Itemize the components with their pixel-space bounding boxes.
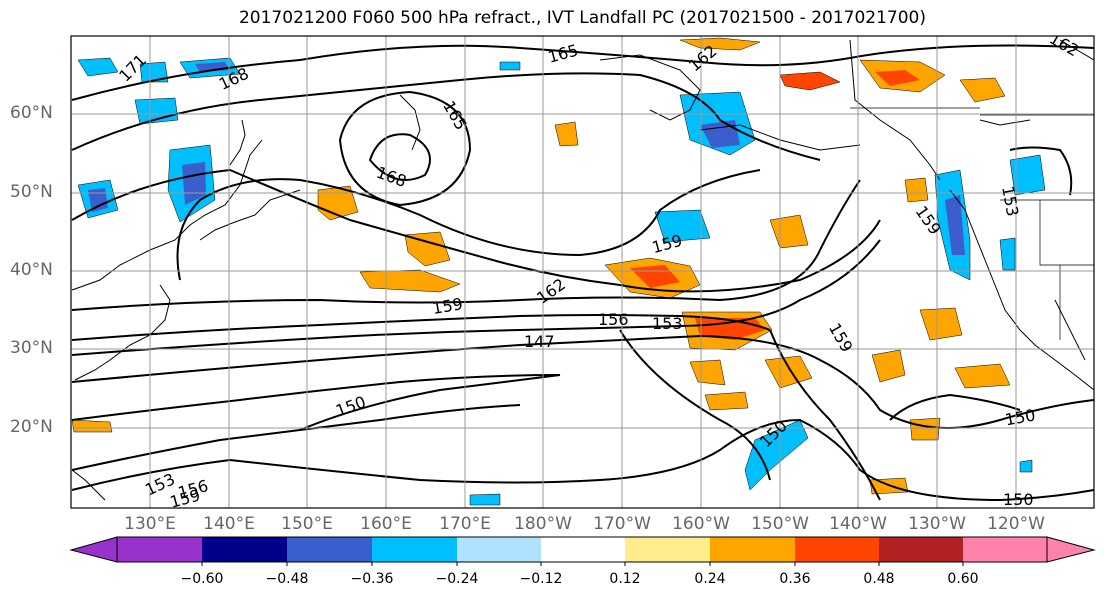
contour-label: 162 bbox=[1046, 29, 1082, 61]
colorbar-segment bbox=[117, 537, 202, 562]
lon-label: 120°W bbox=[987, 514, 1045, 534]
lon-label: 150°E bbox=[281, 514, 333, 534]
colorbar-segment bbox=[372, 537, 457, 562]
lon-label: 160°E bbox=[360, 514, 412, 534]
lat-label: 60°N bbox=[10, 103, 53, 123]
figure-title: 2017021200 F060 500 hPa refract., IVT La… bbox=[238, 8, 926, 28]
colorbar-segment bbox=[202, 537, 287, 562]
colorbar-segment bbox=[287, 537, 372, 562]
contour-label: 147 bbox=[524, 332, 555, 351]
contour-label: 159 bbox=[431, 294, 464, 318]
lat-label: 40°N bbox=[10, 260, 53, 280]
contour-label: 150 bbox=[333, 392, 368, 420]
contour-label: 165 bbox=[546, 41, 580, 67]
colorbar-tick-label: −0.48 bbox=[265, 571, 309, 587]
colorbar-segment bbox=[963, 537, 1047, 562]
lon-label: 170°E bbox=[439, 514, 491, 534]
colorbar-segment bbox=[457, 537, 541, 562]
colorbar-extend-low bbox=[69, 536, 118, 563]
colorbar-tick-label: −0.60 bbox=[180, 571, 224, 587]
contour-label: 156 bbox=[598, 310, 629, 329]
lat-label: 20°N bbox=[10, 417, 53, 437]
lat-label: 30°N bbox=[10, 338, 53, 358]
colorbar-tick-label: −0.36 bbox=[350, 571, 394, 587]
colorbar-segment bbox=[625, 537, 710, 562]
colorbar-tick-label: −0.12 bbox=[519, 571, 563, 587]
lon-label: 170°W bbox=[593, 514, 651, 534]
negative-anomaly-shading bbox=[77, 57, 1046, 506]
lon-label: 150°W bbox=[751, 514, 809, 534]
contour-label: 153 bbox=[652, 314, 683, 333]
height-contours bbox=[71, 44, 1094, 502]
colorbar-segment bbox=[879, 537, 963, 562]
contour-label: 150 bbox=[1003, 405, 1036, 429]
contour-label: 168 bbox=[374, 163, 409, 191]
colorbar-tick-label: −0.24 bbox=[435, 571, 479, 587]
coastlines bbox=[71, 39, 1094, 501]
lon-label: 160°W bbox=[672, 514, 730, 534]
lon-label: 140°W bbox=[829, 514, 887, 534]
contour-label: 159 bbox=[825, 320, 857, 356]
map-frame bbox=[70, 35, 1095, 509]
colorbar-tick-label: 0.12 bbox=[609, 571, 641, 587]
contour-label: 150 bbox=[1003, 490, 1034, 509]
contour-label: 156 bbox=[176, 476, 210, 502]
colorbar-tick-label: 0.48 bbox=[863, 571, 895, 587]
colorbar-tick-label: 0.24 bbox=[694, 571, 726, 587]
contour-label: 159 bbox=[650, 231, 684, 257]
lon-label: 140°E bbox=[203, 514, 255, 534]
contour-label: 153 bbox=[998, 185, 1022, 218]
lon-label: 130°W bbox=[908, 514, 966, 534]
lat-label: 50°N bbox=[10, 182, 53, 202]
colorbar-segment bbox=[541, 537, 625, 562]
lon-label: 180°W bbox=[514, 514, 572, 534]
contour-label: 159 bbox=[168, 486, 202, 512]
colorbar-segment bbox=[795, 537, 879, 562]
colorbar-segment bbox=[710, 537, 795, 562]
colorbar-extend-high bbox=[1046, 536, 1096, 563]
colorbar-tick-label: 0.36 bbox=[779, 571, 811, 587]
colorbar-tick-label: 0.60 bbox=[947, 571, 979, 587]
contour-label: 162 bbox=[533, 275, 569, 308]
colorbar bbox=[69, 536, 1096, 566]
grid-lines bbox=[71, 36, 1094, 508]
lon-label: 130°E bbox=[124, 514, 176, 534]
